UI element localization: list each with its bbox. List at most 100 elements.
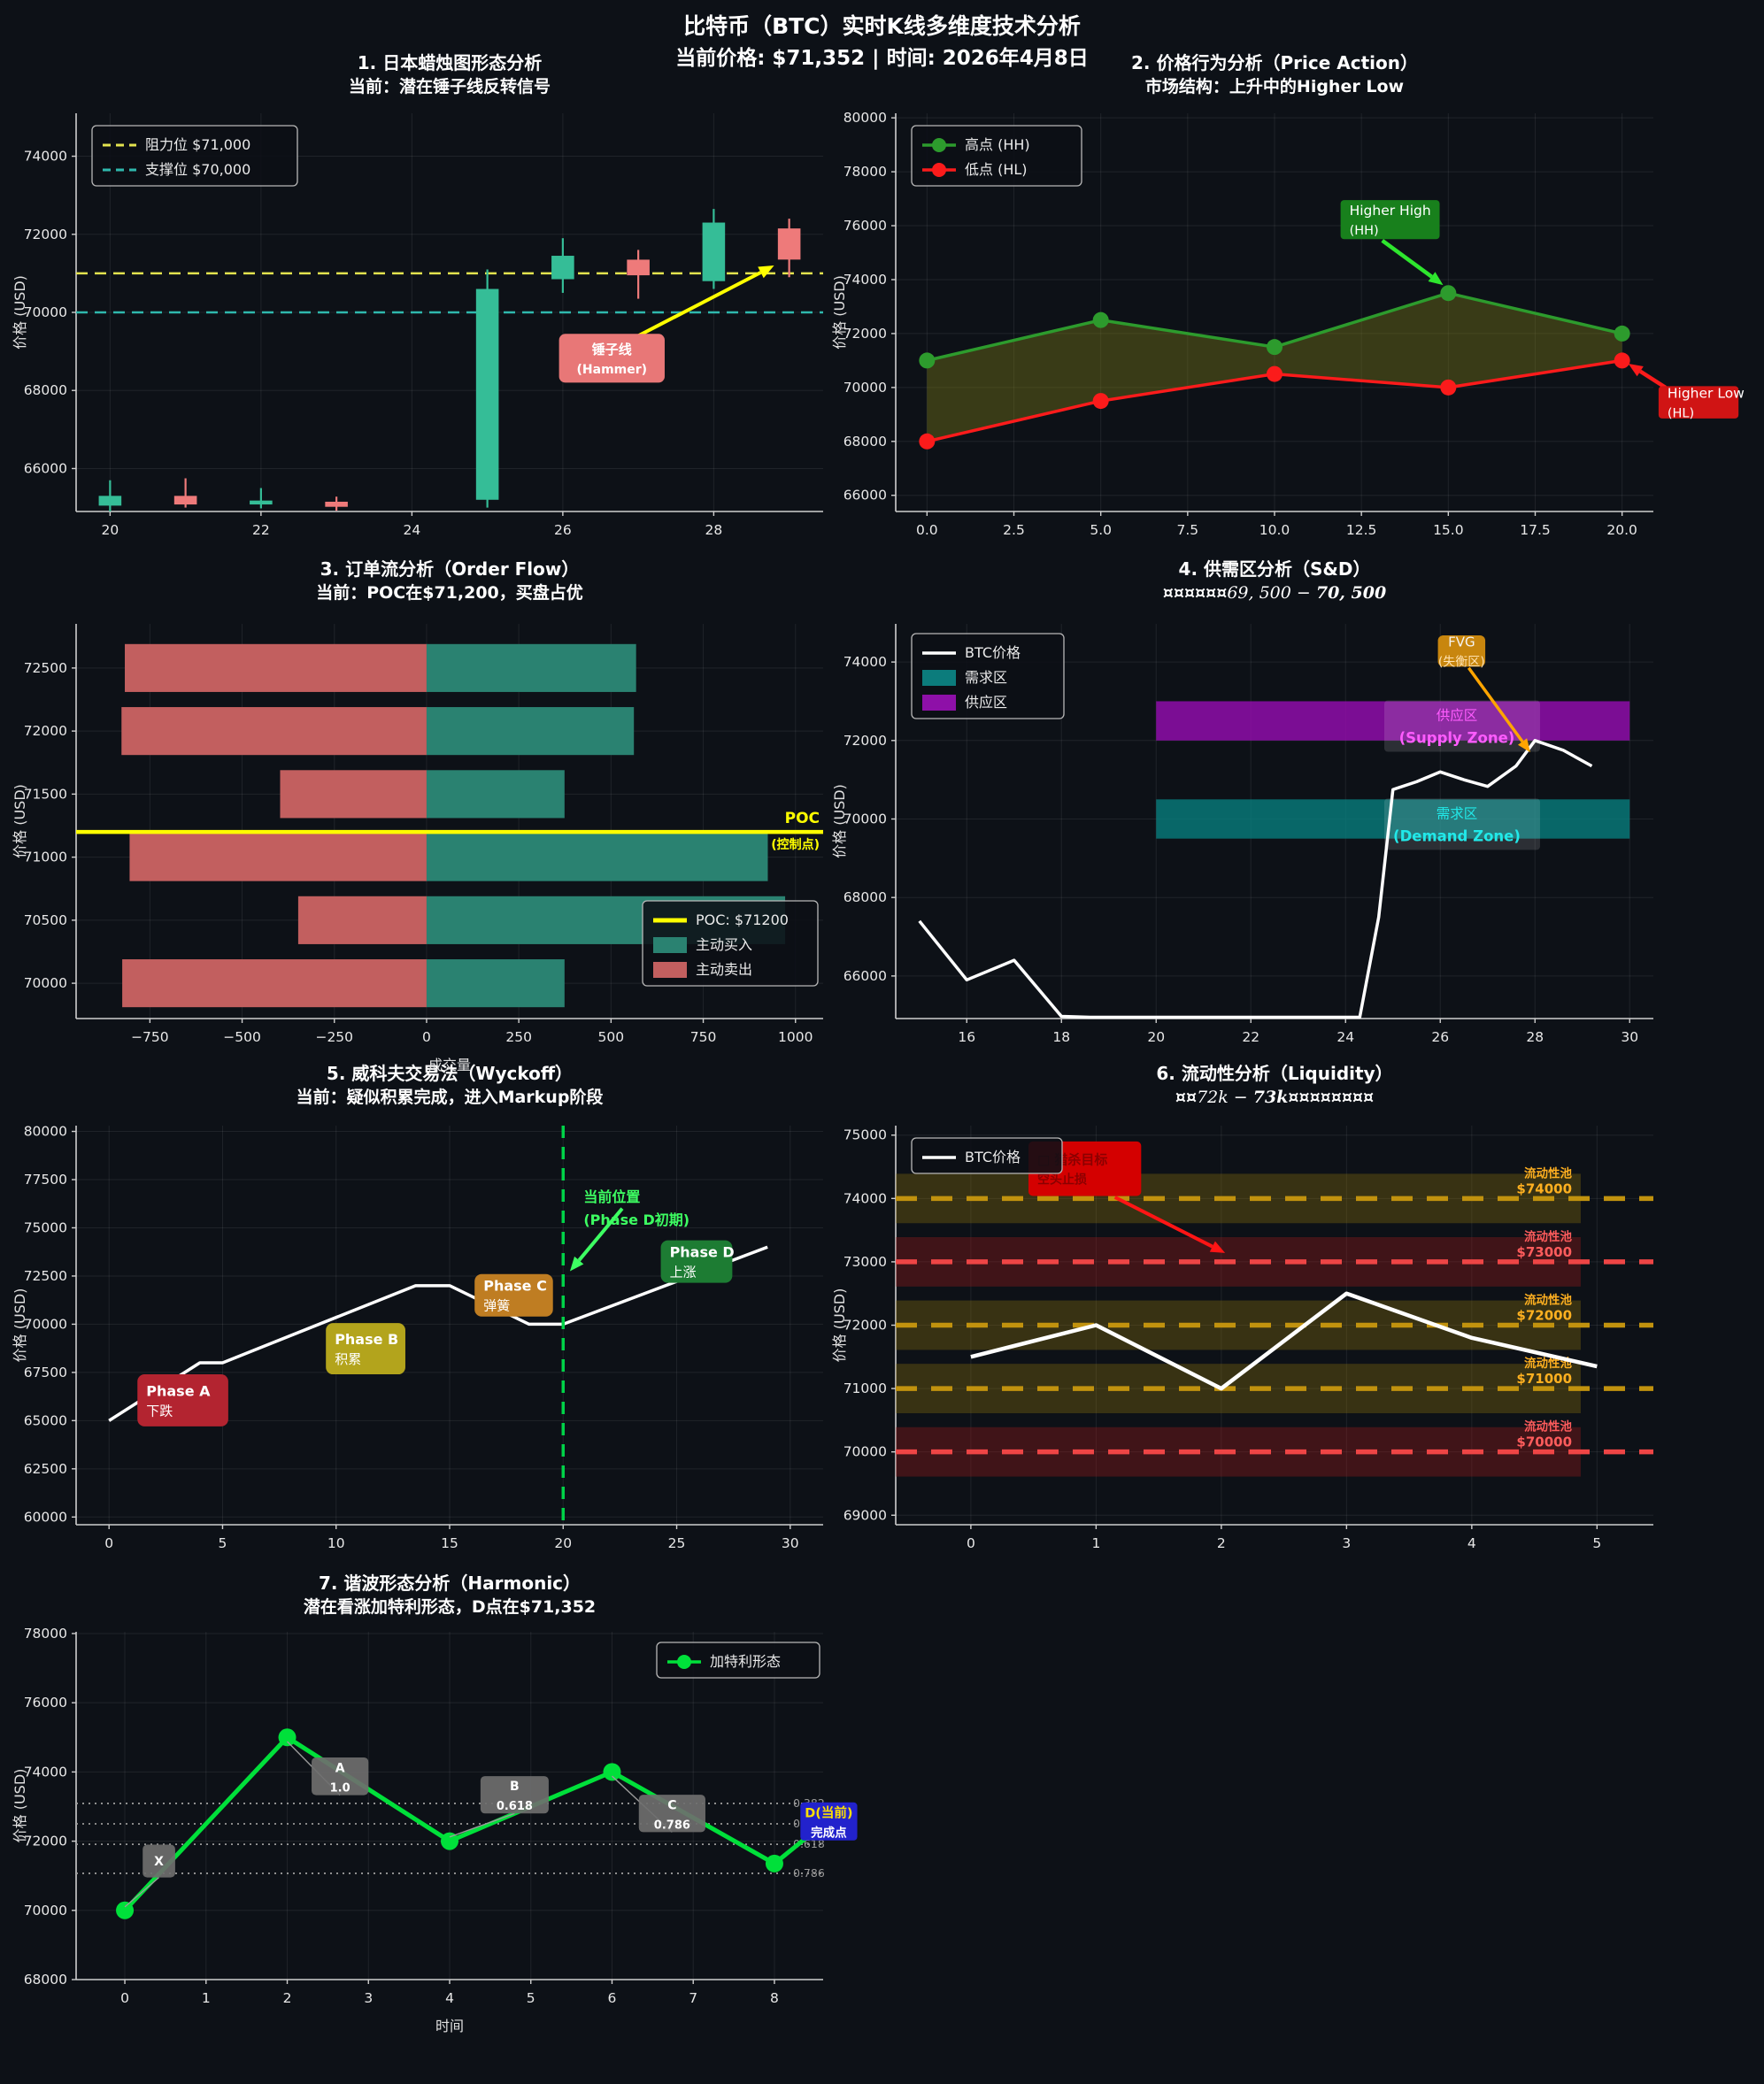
svg-text:(Hammer): (Hammer) <box>577 363 648 377</box>
svg-text:20: 20 <box>1147 1029 1165 1045</box>
svg-text:71500: 71500 <box>24 786 67 802</box>
svg-text:8: 8 <box>770 1990 779 2006</box>
svg-text:20: 20 <box>101 522 119 538</box>
svg-text:弹簧: 弹簧 <box>483 1298 510 1314</box>
svg-text:流动性池: 流动性池 <box>1524 1229 1572 1244</box>
svg-text:0.786: 0.786 <box>654 1819 690 1832</box>
svg-text:30: 30 <box>782 1535 799 1551</box>
svg-text:加特利形态: 加特利形态 <box>710 1653 781 1670</box>
svg-text:69000: 69000 <box>843 1507 887 1523</box>
svg-text:Higher Low: Higher Low <box>1668 386 1745 402</box>
svg-text:80000: 80000 <box>24 1124 67 1140</box>
svg-text:X: X <box>154 1855 164 1869</box>
svg-text:0: 0 <box>967 1535 975 1551</box>
panel-2-title: 2. 价格行为分析（Price Action） 市场结构：上升中的Higher … <box>896 51 1653 99</box>
svg-text:30: 30 <box>1621 1029 1638 1045</box>
svg-text:2.5: 2.5 <box>1003 522 1025 538</box>
svg-text:1000: 1000 <box>778 1029 813 1045</box>
svg-text:主动买入: 主动买入 <box>696 936 752 953</box>
svg-text:10: 10 <box>327 1535 345 1551</box>
svg-text:−500: −500 <box>223 1029 261 1045</box>
svg-text:60000: 60000 <box>24 1509 67 1525</box>
svg-text:78000: 78000 <box>24 1626 67 1642</box>
svg-text:71000: 71000 <box>24 850 67 865</box>
svg-text:需求区: 需求区 <box>1437 805 1478 821</box>
svg-text:22: 22 <box>1242 1029 1259 1045</box>
panel-1-title: 1. 日本蜡烛图形态分析 当前：潜在锤子线反转信号 <box>76 51 823 99</box>
panel-3-title-line1: 3. 订单流分析（Order Flow） <box>320 558 580 580</box>
svg-text:24: 24 <box>404 522 421 538</box>
svg-text:0: 0 <box>120 1990 129 2006</box>
svg-text:10.0: 10.0 <box>1259 522 1290 538</box>
panel-3-title-line2: 当前：POC在$71,200，买盘占优 <box>316 583 583 603</box>
svg-text:28: 28 <box>705 522 723 538</box>
panel-5-title: 5. 威科夫交易法（Wyckoff） 当前：疑似积累完成，进入Markup阶段 <box>76 1062 823 1110</box>
dashboard-title: 比特币（BTC）实时K线多维度技术分析 <box>683 13 1081 39</box>
panel-3-order-flow-chart: −750 −500 −250 0 250 500 750 1000 70000 70500 7100… <box>12 624 823 1073</box>
panel-2-title-line1: 2. 价格行为分析（Price Action） <box>1131 52 1418 73</box>
svg-text:(Phase D初期): (Phase D初期) <box>583 1211 689 1228</box>
svg-text:5.0: 5.0 <box>1090 522 1112 538</box>
svg-text:Phase B: Phase B <box>335 1331 398 1348</box>
svg-text:下跌: 下跌 <box>146 1403 173 1419</box>
svg-text:0: 0 <box>104 1535 113 1551</box>
svg-text:0.786: 0.786 <box>793 1866 825 1880</box>
svg-text:(失衡区): (失衡区) <box>1438 656 1485 670</box>
svg-text:15: 15 <box>441 1535 458 1551</box>
svg-text:20: 20 <box>554 1535 572 1551</box>
svg-text:价格 (USD): 价格 (USD) <box>12 275 28 350</box>
panel-1-candlestick-chart: 20 22 24 26 28 66000 68000 70000 72000 74000 价格 (U… <box>12 113 823 538</box>
panel-6-title: 6. 流动性分析（Liquidity） ¤¤72k − 73k¤¤¤¤¤¤¤¤ <box>896 1062 1653 1110</box>
svg-text:(HL): (HL) <box>1668 407 1694 421</box>
svg-text:FVG: FVG <box>1448 634 1475 650</box>
svg-text:16: 16 <box>958 1029 975 1045</box>
svg-text:积累: 积累 <box>335 1351 361 1367</box>
svg-text:POC: $71200: POC: $71200 <box>696 911 789 928</box>
svg-text:78000: 78000 <box>843 164 887 180</box>
svg-text:−750: −750 <box>131 1029 169 1045</box>
svg-text:74000: 74000 <box>24 1764 67 1780</box>
svg-text:成交量: 成交量 <box>428 1057 471 1073</box>
svg-text:70000: 70000 <box>843 1444 887 1460</box>
svg-text:Higher High: Higher High <box>1350 203 1431 219</box>
svg-text:2: 2 <box>1217 1535 1226 1551</box>
panel-5-title-line2: 当前：疑似积累完成，进入Markup阶段 <box>296 1088 604 1107</box>
svg-text:时间: 时间 <box>435 2018 464 2034</box>
panel-7-title: 7. 谐波形态分析（Harmonic） 潜在看涨加特利形态，D点在$71,352 <box>76 1572 823 1619</box>
svg-text:1: 1 <box>202 1990 211 2006</box>
svg-text:70500: 70500 <box>24 912 67 928</box>
svg-text:74000: 74000 <box>843 654 887 670</box>
svg-text:500: 500 <box>598 1029 625 1045</box>
panel-3-title: 3. 订单流分析（Order Flow） 当前：POC在$71,200，买盘占优 <box>76 558 823 605</box>
svg-text:4: 4 <box>445 1990 454 2006</box>
svg-text:66000: 66000 <box>843 488 887 504</box>
panel-1-title-line1: 1. 日本蜡烛图形态分析 <box>357 52 543 73</box>
svg-text:68000: 68000 <box>24 382 67 398</box>
svg-text:$72000: $72000 <box>1516 1308 1572 1324</box>
svg-text:68000: 68000 <box>24 1972 67 1988</box>
panel-7-title-line1: 7. 谐波形态分析（Harmonic） <box>318 1573 582 1594</box>
svg-text:70000: 70000 <box>843 380 887 396</box>
svg-text:$74000: $74000 <box>1516 1180 1572 1196</box>
svg-text:D(当前): D(当前) <box>805 1804 852 1820</box>
svg-text:70000: 70000 <box>24 975 67 991</box>
panel-7-title-line2: 潜在看涨加特利形态，D点在$71,352 <box>303 1597 597 1617</box>
svg-text:Phase D: Phase D <box>670 1244 735 1261</box>
svg-text:74000: 74000 <box>843 272 887 288</box>
svg-text:4: 4 <box>1467 1535 1476 1551</box>
svg-text:66000: 66000 <box>843 968 887 984</box>
svg-text:$73000: $73000 <box>1516 1244 1572 1260</box>
panel-1-title-line2: 当前：潜在锤子线反转信号 <box>348 77 551 96</box>
svg-text:BTC价格: BTC价格 <box>965 1149 1021 1165</box>
svg-text:750: 750 <box>690 1029 717 1045</box>
svg-text:0.0: 0.0 <box>916 522 938 538</box>
svg-text:当前位置: 当前位置 <box>583 1188 640 1205</box>
svg-text:价格 (USD): 价格 (USD) <box>12 1288 28 1363</box>
svg-text:15.0: 15.0 <box>1433 522 1464 538</box>
svg-text:26: 26 <box>554 522 572 538</box>
svg-text:0: 0 <box>422 1029 431 1045</box>
svg-text:阻力位 $71,000: 阻力位 $71,000 <box>145 136 250 153</box>
panel-4-supply-demand-chart: 16 18 20 22 24 26 28 30 66000 68000 70000 72000 7400… <box>831 624 1653 1045</box>
